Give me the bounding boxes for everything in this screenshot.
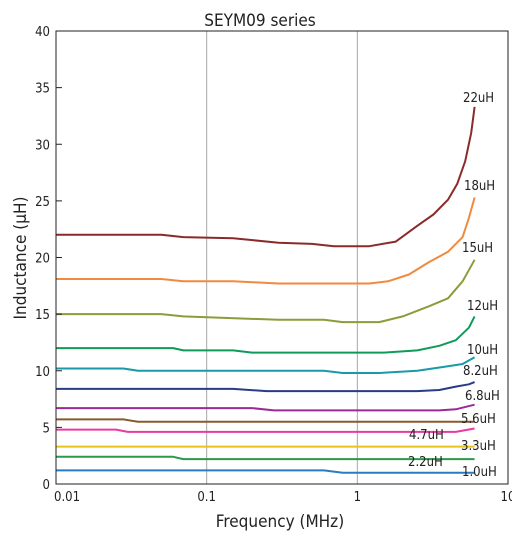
series-label: 22uH [463,91,494,106]
series-label: 5.6uH [461,412,496,427]
series-label: 6.8uH [465,389,500,404]
y-tick-label: 35 [35,82,50,97]
series-line [56,106,476,248]
y-axis-label: Inductance (μH) [11,197,31,320]
series-line [56,469,475,474]
series-line [56,259,476,324]
series-label: 2.2uH [408,455,443,470]
series-line [56,356,476,374]
series-line [56,427,475,433]
y-tick-label: 15 [35,308,50,323]
y-tick-label: 25 [35,195,50,210]
x-tick-label: 0.01 [54,490,80,505]
series-line [56,315,476,354]
series-line [56,197,476,285]
x-axis-label: Frequency (MHz) [216,512,344,532]
series-line [56,418,475,423]
series-label: 15uH [462,241,493,256]
series-labels: 22uH 18uH 15uH 12uH 10uH 8.2uH 6.8uH 5.6uH 4.7uH… [408,91,500,480]
y-tick-label: 30 [35,138,50,153]
x-tick-label: 10 [501,490,512,505]
series-label: 8.2uH [463,364,498,379]
series-lines [56,106,476,474]
y-tick-label: 0 [43,478,50,493]
series-line [56,381,475,393]
x-tick-label: 0.1 [197,490,216,505]
x-tick-label: 1 [354,490,361,505]
y-tick-label: 5 [43,421,50,436]
y-tick-label: 10 [35,365,50,380]
chart-title: SEYM09 series [204,11,316,31]
plot-frame [55,30,509,485]
series-label: 18uH [464,179,495,194]
tick-labels: 0.01 0.1 1 10 0 5 10 15 20 25 30 35 40 [35,25,512,505]
y-tick-label: 20 [35,252,50,267]
series-line [56,403,475,412]
series-label: 4.7uH [409,428,444,443]
series-line [56,455,475,461]
series-label: 10uH [467,343,498,358]
grid [206,31,358,484]
series-label: 1.0uH [462,465,497,480]
y-tick-label: 40 [35,25,50,40]
series-label: 12uH [467,299,498,314]
series-label: 3.3uH [461,439,496,454]
